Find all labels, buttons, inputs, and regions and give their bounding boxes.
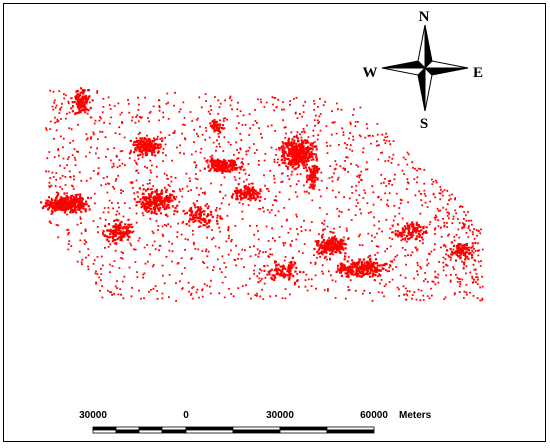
compass-point: [381, 60, 427, 69]
scale-bar: 30000 0 30000 60000 Meters: [79, 410, 432, 434]
scale-segment: [161, 426, 187, 431]
scale-segment: [92, 429, 117, 434]
scale-segment: [92, 426, 117, 431]
scale-label: 60000: [360, 410, 388, 421]
scale-segment: [138, 426, 163, 431]
scale-unit: Meters: [399, 410, 432, 421]
scale-segment: [115, 429, 140, 434]
scale-segment: [185, 426, 234, 431]
scale-segment: [115, 426, 140, 431]
scale-segment: [279, 429, 328, 434]
compass-point: [423, 67, 469, 76]
scale-segment: [185, 429, 234, 434]
scale-segment: [138, 429, 163, 434]
compass-rose: N S W E: [363, 9, 484, 132]
compass-label: N: [419, 9, 430, 25]
compass-label: E: [473, 65, 483, 81]
scale-segment: [326, 426, 375, 431]
scale-segment: [161, 429, 187, 434]
compass-label: S: [420, 116, 428, 132]
scale-segment: [326, 429, 375, 434]
scale-segment: [279, 426, 328, 431]
red-pixels: [40, 87, 484, 302]
compass-label: W: [363, 65, 378, 81]
map-frame: [3, 3, 546, 442]
scale-label: 30000: [79, 410, 107, 421]
scale-segment: [232, 429, 281, 434]
scale-segment: [232, 426, 281, 431]
scale-label: 30000: [266, 410, 294, 421]
scale-label: 0: [183, 410, 189, 421]
